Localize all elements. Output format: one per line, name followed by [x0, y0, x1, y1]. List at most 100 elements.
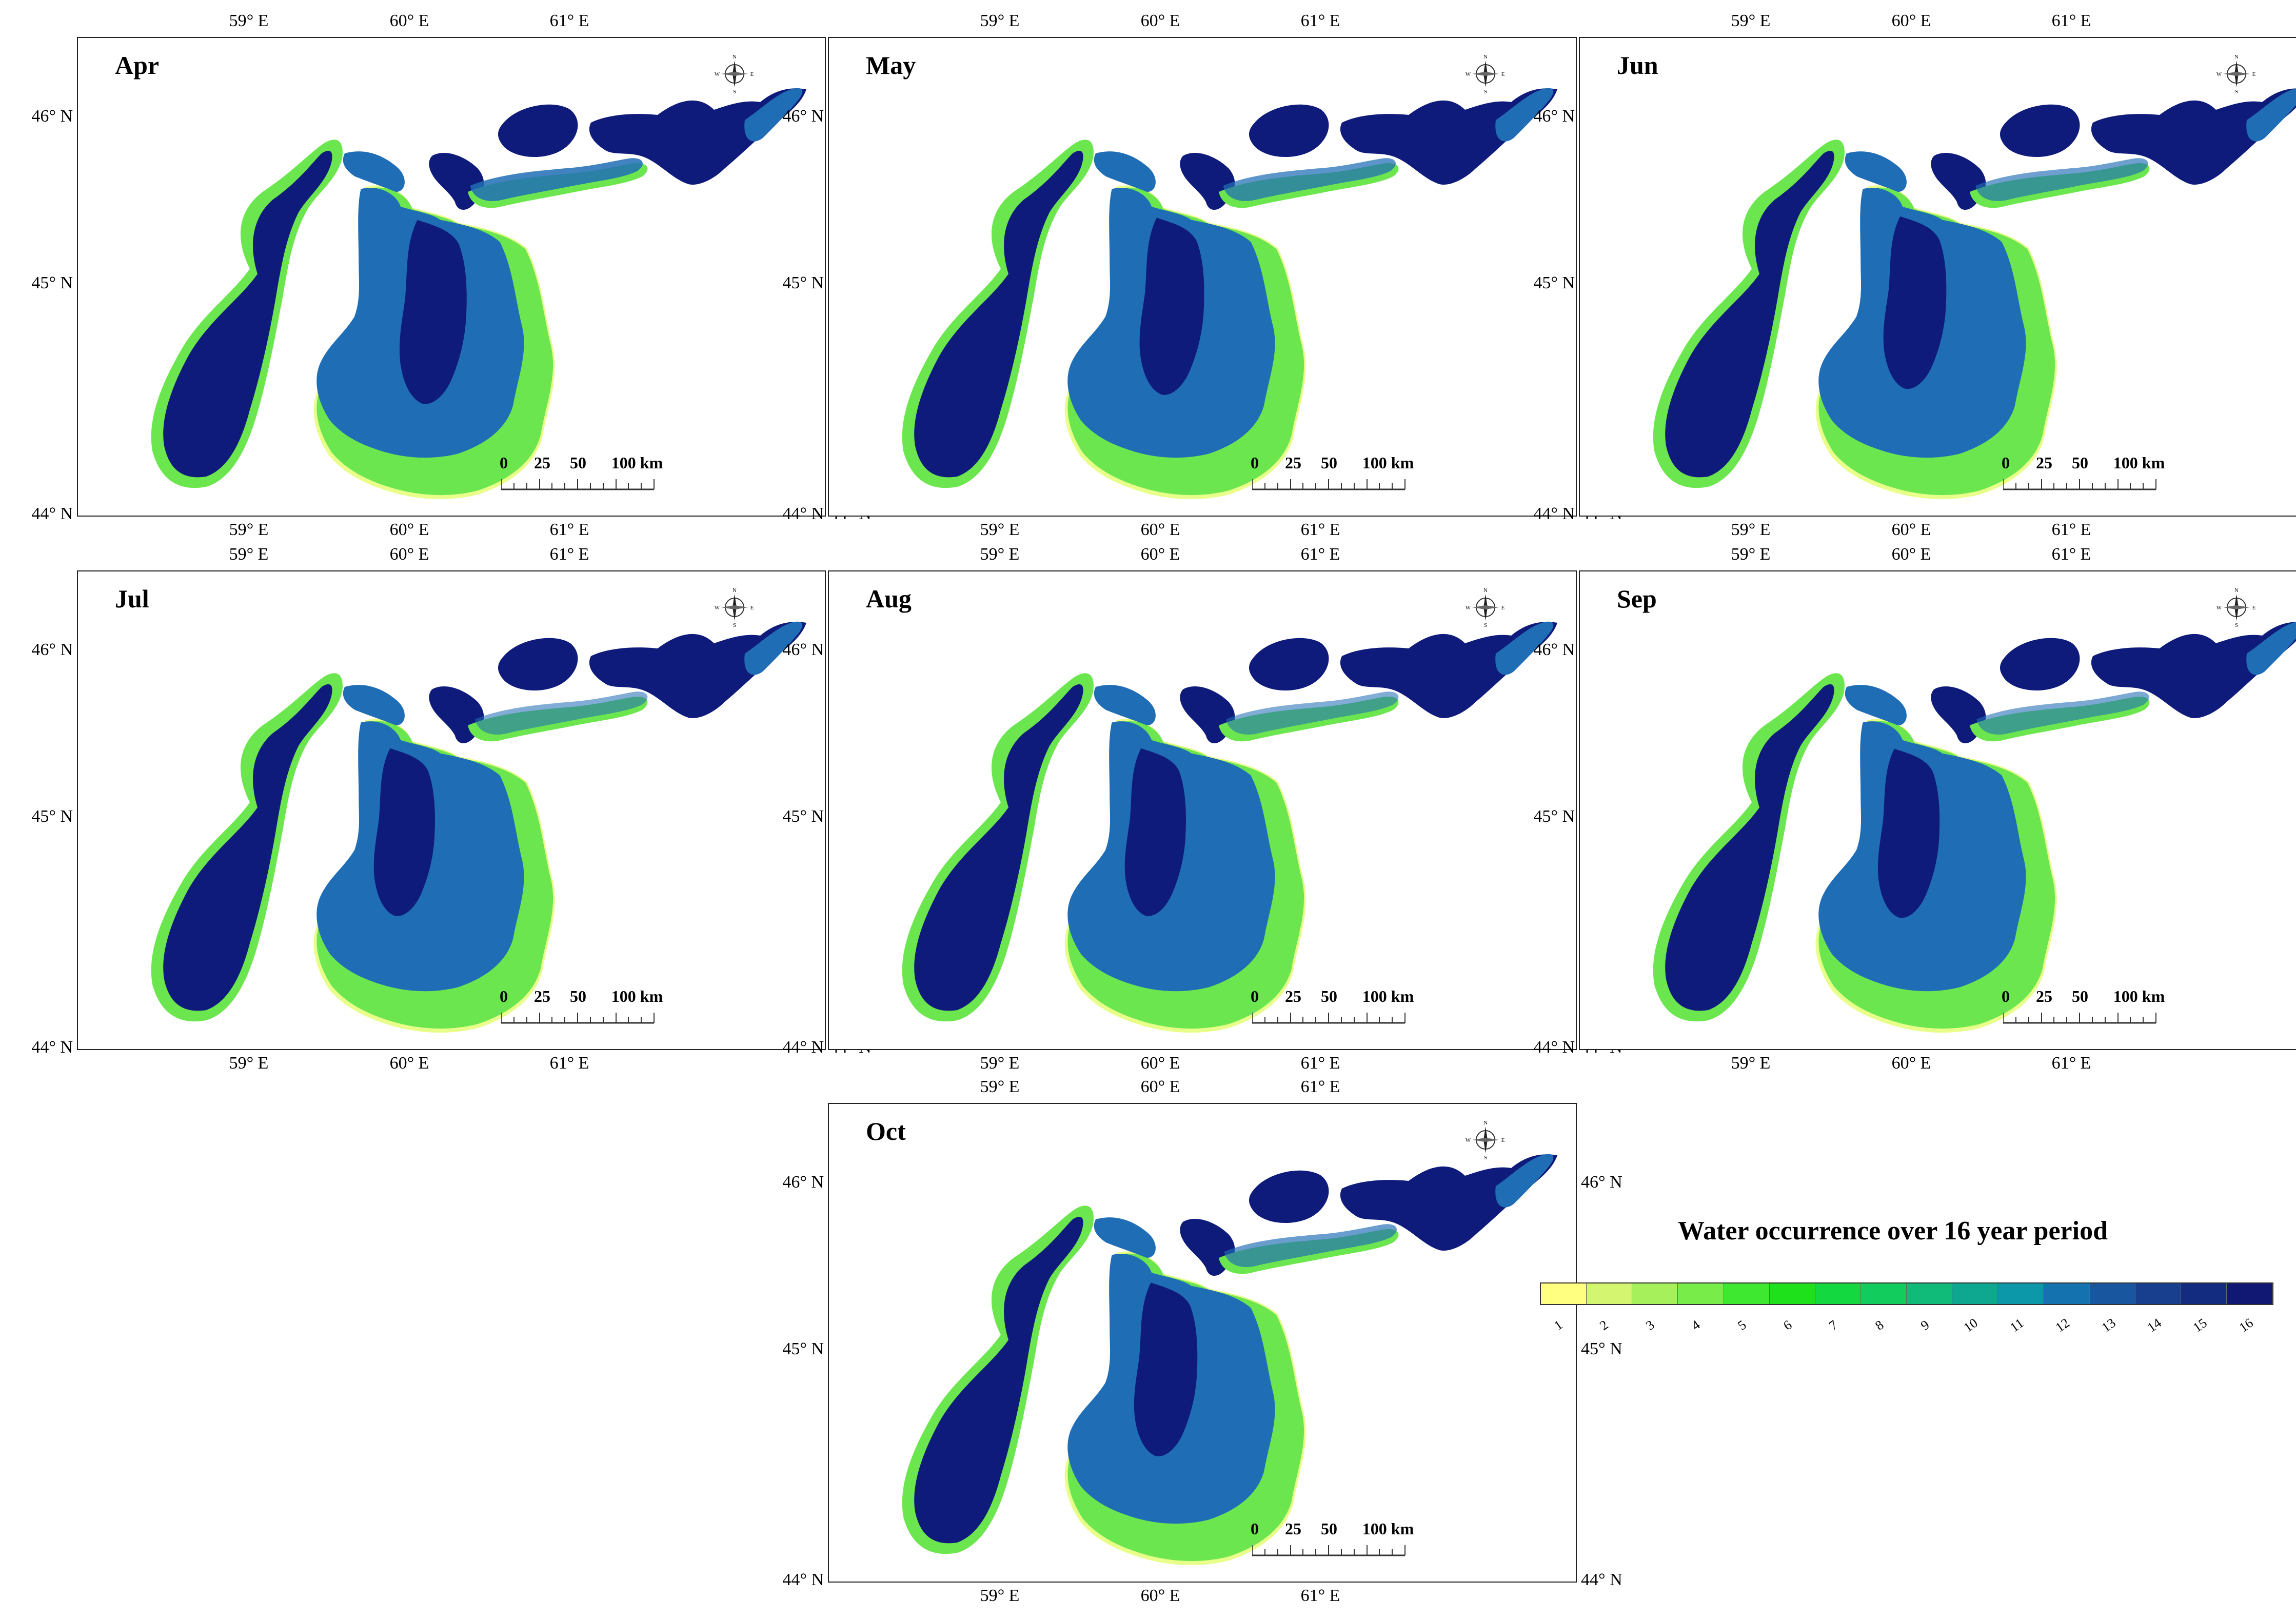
- latitude-label: 46° N: [1533, 107, 1575, 126]
- map-frame: Oct N S E W 0 25 50 100 km: [828, 1103, 1577, 1583]
- scale-bar-label: 25: [2036, 987, 2052, 1005]
- north-channel-water: [1976, 692, 2149, 735]
- legend-swatch-8: [1860, 1283, 1907, 1304]
- legend-swatch-11: [1998, 1283, 2044, 1304]
- latitude-label: 46° N: [1533, 640, 1575, 659]
- scale-bar-label: 0: [500, 987, 508, 1005]
- compass-label: E: [1501, 71, 1505, 77]
- longitude-label: 60° E: [1891, 11, 1931, 30]
- scale-bar-label: 100 km: [1362, 1519, 1414, 1538]
- latitude-label: 44° N: [31, 1038, 73, 1057]
- latitude-label: 46° N: [31, 107, 73, 126]
- scale-bar-label: 100 km: [1362, 453, 1414, 472]
- latitude-label: 45° N: [782, 807, 824, 826]
- map-frame: Aug N S E W 0 25 50 100 km: [828, 570, 1577, 1050]
- scale-bar: [1252, 1545, 1406, 1556]
- latitude-label: 45° N: [782, 1339, 824, 1358]
- north-aral-lake: [2091, 88, 2296, 185]
- legend-swatch-4: [1678, 1283, 1724, 1304]
- deep-zone: [1134, 1282, 1198, 1456]
- month-label: Jun: [1617, 51, 1658, 80]
- west-basin: [1665, 150, 1834, 478]
- strait: [1845, 151, 1907, 192]
- latitude-label: 45° N: [1581, 1339, 1622, 1358]
- compass-label: N: [1483, 1120, 1488, 1126]
- compass-label: W: [1466, 605, 1471, 611]
- longitude-label: 59° E: [980, 1586, 1020, 1605]
- north-lake-west: [1249, 104, 1329, 157]
- longitude-label: 60° E: [1140, 1054, 1180, 1073]
- scale-bar-label: 50: [570, 987, 586, 1005]
- latitude-label: 44° N: [1533, 1038, 1575, 1057]
- longitude-label: 59° E: [980, 520, 1020, 539]
- north-lake-west: [2000, 638, 2080, 691]
- scale-bar-label: 50: [1321, 453, 1337, 472]
- latitude-label: 44° N: [31, 504, 73, 523]
- scale-bar-label: 25: [534, 453, 550, 472]
- map-frame: Jul N S E W 0 25 50 100 km: [77, 570, 826, 1050]
- compass-label: E: [1501, 1137, 1505, 1143]
- longitude-label: 60° E: [1140, 520, 1180, 539]
- north-aral-lake: [589, 88, 806, 185]
- north-arrow-icon: N S E W: [715, 587, 754, 628]
- legend-swatch-14: [2135, 1283, 2181, 1304]
- legend-swatch-2: [1587, 1283, 1633, 1304]
- longitude-label: 60° E: [1140, 545, 1180, 564]
- longitude-label: 59° E: [1731, 1054, 1771, 1073]
- scale-bar: [1252, 1013, 1406, 1024]
- longitude-label: 61° E: [1300, 11, 1340, 30]
- legend-swatch-9: [1907, 1283, 1953, 1304]
- longitude-label: 60° E: [1891, 545, 1931, 564]
- legend-swatch-12: [2044, 1283, 2090, 1304]
- northeast-inlet: [744, 88, 803, 142]
- north-channel-water: [470, 158, 643, 201]
- scale-bar-label: 100 km: [611, 987, 663, 1005]
- map-frame: Apr N S E W 0 25 50 100 km: [77, 37, 826, 517]
- scale-bar-label: 25: [1285, 453, 1301, 472]
- longitude-label: 59° E: [229, 520, 269, 539]
- compass-label: N: [733, 54, 737, 60]
- map-frame: Jun N S E W 0 25 50 100 km: [1579, 37, 2296, 517]
- compass-label: N: [2234, 587, 2239, 594]
- longitude-label: 60° E: [1891, 520, 1931, 539]
- compass-label: S: [1484, 1155, 1487, 1160]
- scale-bar-label: 25: [534, 987, 550, 1005]
- scale-bar-label: 100 km: [1362, 987, 1414, 1005]
- compass-label: W: [715, 71, 720, 77]
- scale-bar-label: 0: [1251, 1519, 1259, 1538]
- northeast-inlet: [1495, 88, 1554, 142]
- longitude-label: 61° E: [549, 545, 589, 564]
- legend-swatch-1: [1541, 1283, 1587, 1304]
- northeast-inlet: [1495, 1154, 1554, 1208]
- strait: [1094, 151, 1156, 192]
- compass-label: W: [715, 605, 720, 611]
- longitude-label: 61° E: [2051, 1054, 2091, 1073]
- north-channel-water: [1224, 1224, 1397, 1267]
- north-aral-lake: [589, 622, 806, 718]
- water-occurrence-map: [902, 1154, 1557, 1566]
- longitude-label: 61° E: [549, 520, 589, 539]
- longitude-label: 59° E: [980, 1077, 1020, 1096]
- map-frame: May N S E W 0 25 50 100 km: [828, 37, 1577, 517]
- longitude-label: 61° E: [2051, 11, 2091, 30]
- scale-bar-label: 100 km: [611, 453, 663, 472]
- legend-color-bar: [1540, 1282, 2273, 1305]
- latitude-label: 44° N: [1533, 504, 1575, 523]
- compass-label: E: [750, 71, 754, 77]
- compass-label: N: [2234, 54, 2239, 60]
- latitude-label: 45° N: [31, 807, 73, 826]
- west-basin: [914, 150, 1083, 478]
- longitude-label: 61° E: [549, 1054, 589, 1073]
- water-occurrence-map: [151, 621, 806, 1033]
- west-basin: [914, 1216, 1083, 1544]
- deep-zone: [373, 748, 435, 916]
- strait: [1845, 685, 1907, 725]
- longitude-label: 59° E: [980, 1054, 1020, 1073]
- water-occurrence-map: [902, 88, 1557, 500]
- scale-bar: [1252, 479, 1406, 490]
- scale-bar-label: 50: [2072, 987, 2088, 1005]
- longitude-label: 59° E: [1731, 520, 1771, 539]
- month-label: Oct: [866, 1117, 906, 1145]
- scale-bar: [2003, 1013, 2156, 1024]
- compass-label: S: [733, 622, 736, 628]
